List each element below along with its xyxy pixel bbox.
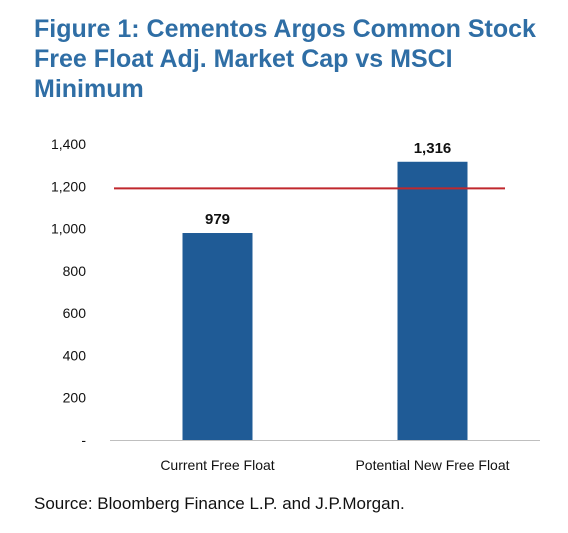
bar — [182, 233, 253, 440]
y-tick-label: 200 — [63, 390, 87, 406]
bar — [397, 161, 468, 440]
y-tick-label: 600 — [63, 305, 87, 321]
y-axis-ticks: - 200 400 600 800 1,000 1,200 1,400 — [51, 136, 86, 448]
y-tick-label: 400 — [63, 347, 87, 363]
bar-data-label: 979 — [205, 211, 230, 228]
x-axis-ticks: Current Free Float Potential New Free Flo… — [160, 457, 509, 473]
bars — [182, 161, 468, 440]
y-tick-label: 1,400 — [51, 136, 86, 152]
source-note: Source: Bloomberg Finance L.P. and J.P.M… — [34, 494, 405, 513]
bar-data-label: 1,316 — [414, 140, 452, 157]
y-tick-label: 1,000 — [51, 221, 86, 237]
chart-title-line-1: Figure 1: Cementos Argos Common Stock — [34, 15, 536, 43]
y-tick-label: 1,200 — [51, 178, 86, 194]
y-tick-label: - — [81, 432, 86, 448]
bar-data-labels: 979 1,316 — [205, 140, 451, 228]
x-tick-label: Potential New Free Float — [355, 457, 509, 473]
bar-chart: - 200 400 600 800 1,000 1,200 1,400 979 1,316 Cu… — [51, 136, 540, 473]
chart-title-line-2: Free Float Adj. Market Cap vs MSCI — [34, 45, 453, 73]
chart-title-line-3: Minimum — [34, 75, 144, 103]
chart-title: Figure 1: Cementos Argos Common Stock Fr… — [34, 14, 554, 104]
y-tick-label: 800 — [63, 263, 87, 279]
x-tick-label: Current Free Float — [160, 457, 274, 473]
